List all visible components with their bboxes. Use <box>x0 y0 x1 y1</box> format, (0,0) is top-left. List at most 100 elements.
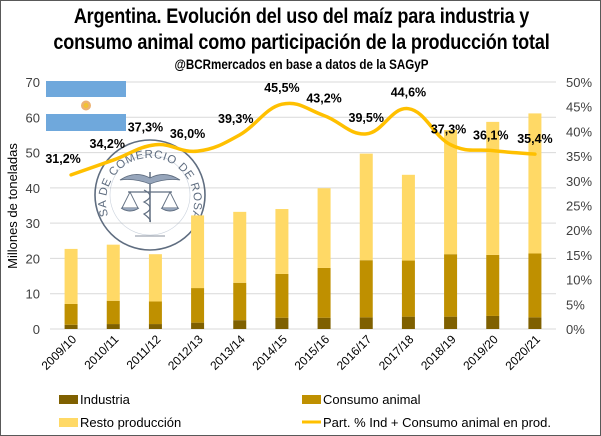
bar-resto-produccion <box>486 121 500 255</box>
y2-tick-label: 50% <box>566 75 592 90</box>
y2-tick-label: 35% <box>566 149 592 164</box>
data-label-participacion: 35,4% <box>517 132 552 146</box>
data-label-participacion: 44,6% <box>391 86 426 100</box>
bar-industria <box>275 317 289 329</box>
x-tick-label: 2010/11 <box>81 332 121 372</box>
bar-consumo-animal <box>191 288 205 323</box>
argentina-flag-icon <box>46 81 126 131</box>
bar-industria <box>317 317 331 329</box>
legend-label-consumo-animal: Consumo animal <box>323 392 421 407</box>
bar-resto-produccion <box>317 188 331 268</box>
x-tick-label: 2009/10 <box>39 332 80 373</box>
x-tick-label: 2015/16 <box>292 332 333 373</box>
x-tick-label: 2016/17 <box>334 332 375 373</box>
data-label-participacion: 36,0% <box>170 127 205 141</box>
y2-tick-label: 45% <box>566 100 592 115</box>
y-tick-label: 50 <box>26 146 40 161</box>
x-tick-label: 2018/19 <box>418 332 459 373</box>
flag-sun-core <box>83 103 89 108</box>
y-tick-label: 30 <box>26 216 40 231</box>
bar-resto-produccion <box>106 244 120 301</box>
bar-resto-produccion <box>528 113 542 254</box>
chart-title-line-2: consumo animal como participación de la … <box>53 31 550 54</box>
data-label-participacion: 45,5% <box>264 81 299 95</box>
bar-industria <box>486 315 500 329</box>
y-tick-label: 60 <box>26 110 40 125</box>
bar-industria <box>106 324 120 329</box>
data-label-participacion: 34,2% <box>90 137 125 151</box>
x-axis: 2009/10 2010/11 2011/12 2012/13 2013/14 2014/… <box>39 332 544 373</box>
legend-label-industria: Industria <box>80 392 131 407</box>
legend-swatch-resto-produccion <box>59 418 78 427</box>
x-tick-label: 2014/15 <box>249 332 290 373</box>
bar-consumo-animal <box>233 282 247 321</box>
bar-consumo-animal <box>148 301 162 325</box>
y2-tick-label: 15% <box>566 248 592 263</box>
legend-swatch-industria <box>59 395 78 404</box>
chart-subtitle: @BCRmercados en base a datos de la SAGyP <box>174 57 429 72</box>
legend-swatch-consumo-animal <box>302 395 321 404</box>
bar-resto-produccion <box>148 254 162 302</box>
legend: Industria Consumo animal Resto producció… <box>59 392 551 430</box>
legend-item-resto-produccion[interactable]: Resto producción <box>59 415 181 430</box>
y2-tick-label: 25% <box>566 199 592 214</box>
flag-stripe-bottom <box>46 114 126 131</box>
data-label-participacion: 31,2% <box>45 152 80 166</box>
y2-tick-label: 40% <box>566 124 592 139</box>
bar-consumo-animal <box>486 254 500 316</box>
y-axis-title: Millones de toneladas <box>5 143 20 269</box>
y-tick-label: 0 <box>33 322 40 337</box>
bar-consumo-animal <box>64 303 78 325</box>
bar-resto-produccion <box>64 248 78 304</box>
bar-consumo-animal <box>317 267 331 318</box>
y2-tick-label: 30% <box>566 174 592 189</box>
x-tick-label: 2017/18 <box>376 332 417 373</box>
bar-resto-produccion <box>359 153 373 261</box>
y2-tick-label: 20% <box>566 223 592 238</box>
x-tick-label: 2013/14 <box>207 332 248 373</box>
bar-industria <box>233 320 247 329</box>
x-tick-label: 2012/13 <box>165 332 206 373</box>
legend-item-participacion[interactable]: Part. % Ind + Consumo animal en prod. <box>302 415 551 430</box>
y-tick-label: 40 <box>26 181 40 196</box>
percentage-line <box>69 101 537 177</box>
data-label-participacion: 39,5% <box>349 111 384 125</box>
y-tick-label: 10 <box>26 287 40 302</box>
legend-item-industria[interactable]: Industria <box>59 392 131 407</box>
x-tick-label: 2011/12 <box>124 332 164 372</box>
y2-tick-label: 5% <box>566 297 585 312</box>
flag-stripe-top <box>46 81 126 97</box>
bar-consumo-animal <box>401 260 415 317</box>
y2-tick-label: 0% <box>566 322 585 337</box>
bar-resto-produccion <box>275 209 289 274</box>
bar-industria <box>191 322 205 329</box>
line-series-participacion <box>69 101 537 177</box>
y-axis-left: 0 10 20 30 40 50 60 70 <box>26 75 40 337</box>
bar-consumo-animal <box>444 254 458 317</box>
y2-tick-label: 10% <box>566 273 592 288</box>
bar-industria <box>359 317 373 329</box>
data-label-participacion: 43,2% <box>306 92 341 106</box>
x-tick-label: 2019/20 <box>460 332 501 373</box>
data-labels: 31,2% 34,2%37,3% 36,0% 39,3% 45,5% 43,2% 39,5%… <box>45 81 552 166</box>
data-label-participacion: 39,3% <box>218 112 253 126</box>
bars <box>64 113 542 329</box>
bar-resto-produccion <box>191 215 205 289</box>
bar-industria <box>444 316 458 329</box>
bar-resto-produccion <box>444 129 458 255</box>
data-label-participacion: 37,3% <box>128 121 163 135</box>
bar-consumo-animal <box>528 253 542 318</box>
bar-consumo-animal <box>359 260 373 318</box>
bar-industria <box>64 324 78 329</box>
bar-industria <box>148 324 162 329</box>
y-tick-label: 70 <box>26 75 40 90</box>
legend-label-participacion: Part. % Ind + Consumo animal en prod. <box>323 415 551 430</box>
legend-label-resto-produccion: Resto producción <box>80 415 181 430</box>
legend-item-consumo-animal[interactable]: Consumo animal <box>302 392 421 407</box>
bar-consumo-animal <box>275 273 289 318</box>
chart-title-line-1: Argentina. Evolución del uso del maíz pa… <box>73 5 530 28</box>
bar-consumo-animal <box>106 300 120 325</box>
bar-industria <box>401 316 415 329</box>
